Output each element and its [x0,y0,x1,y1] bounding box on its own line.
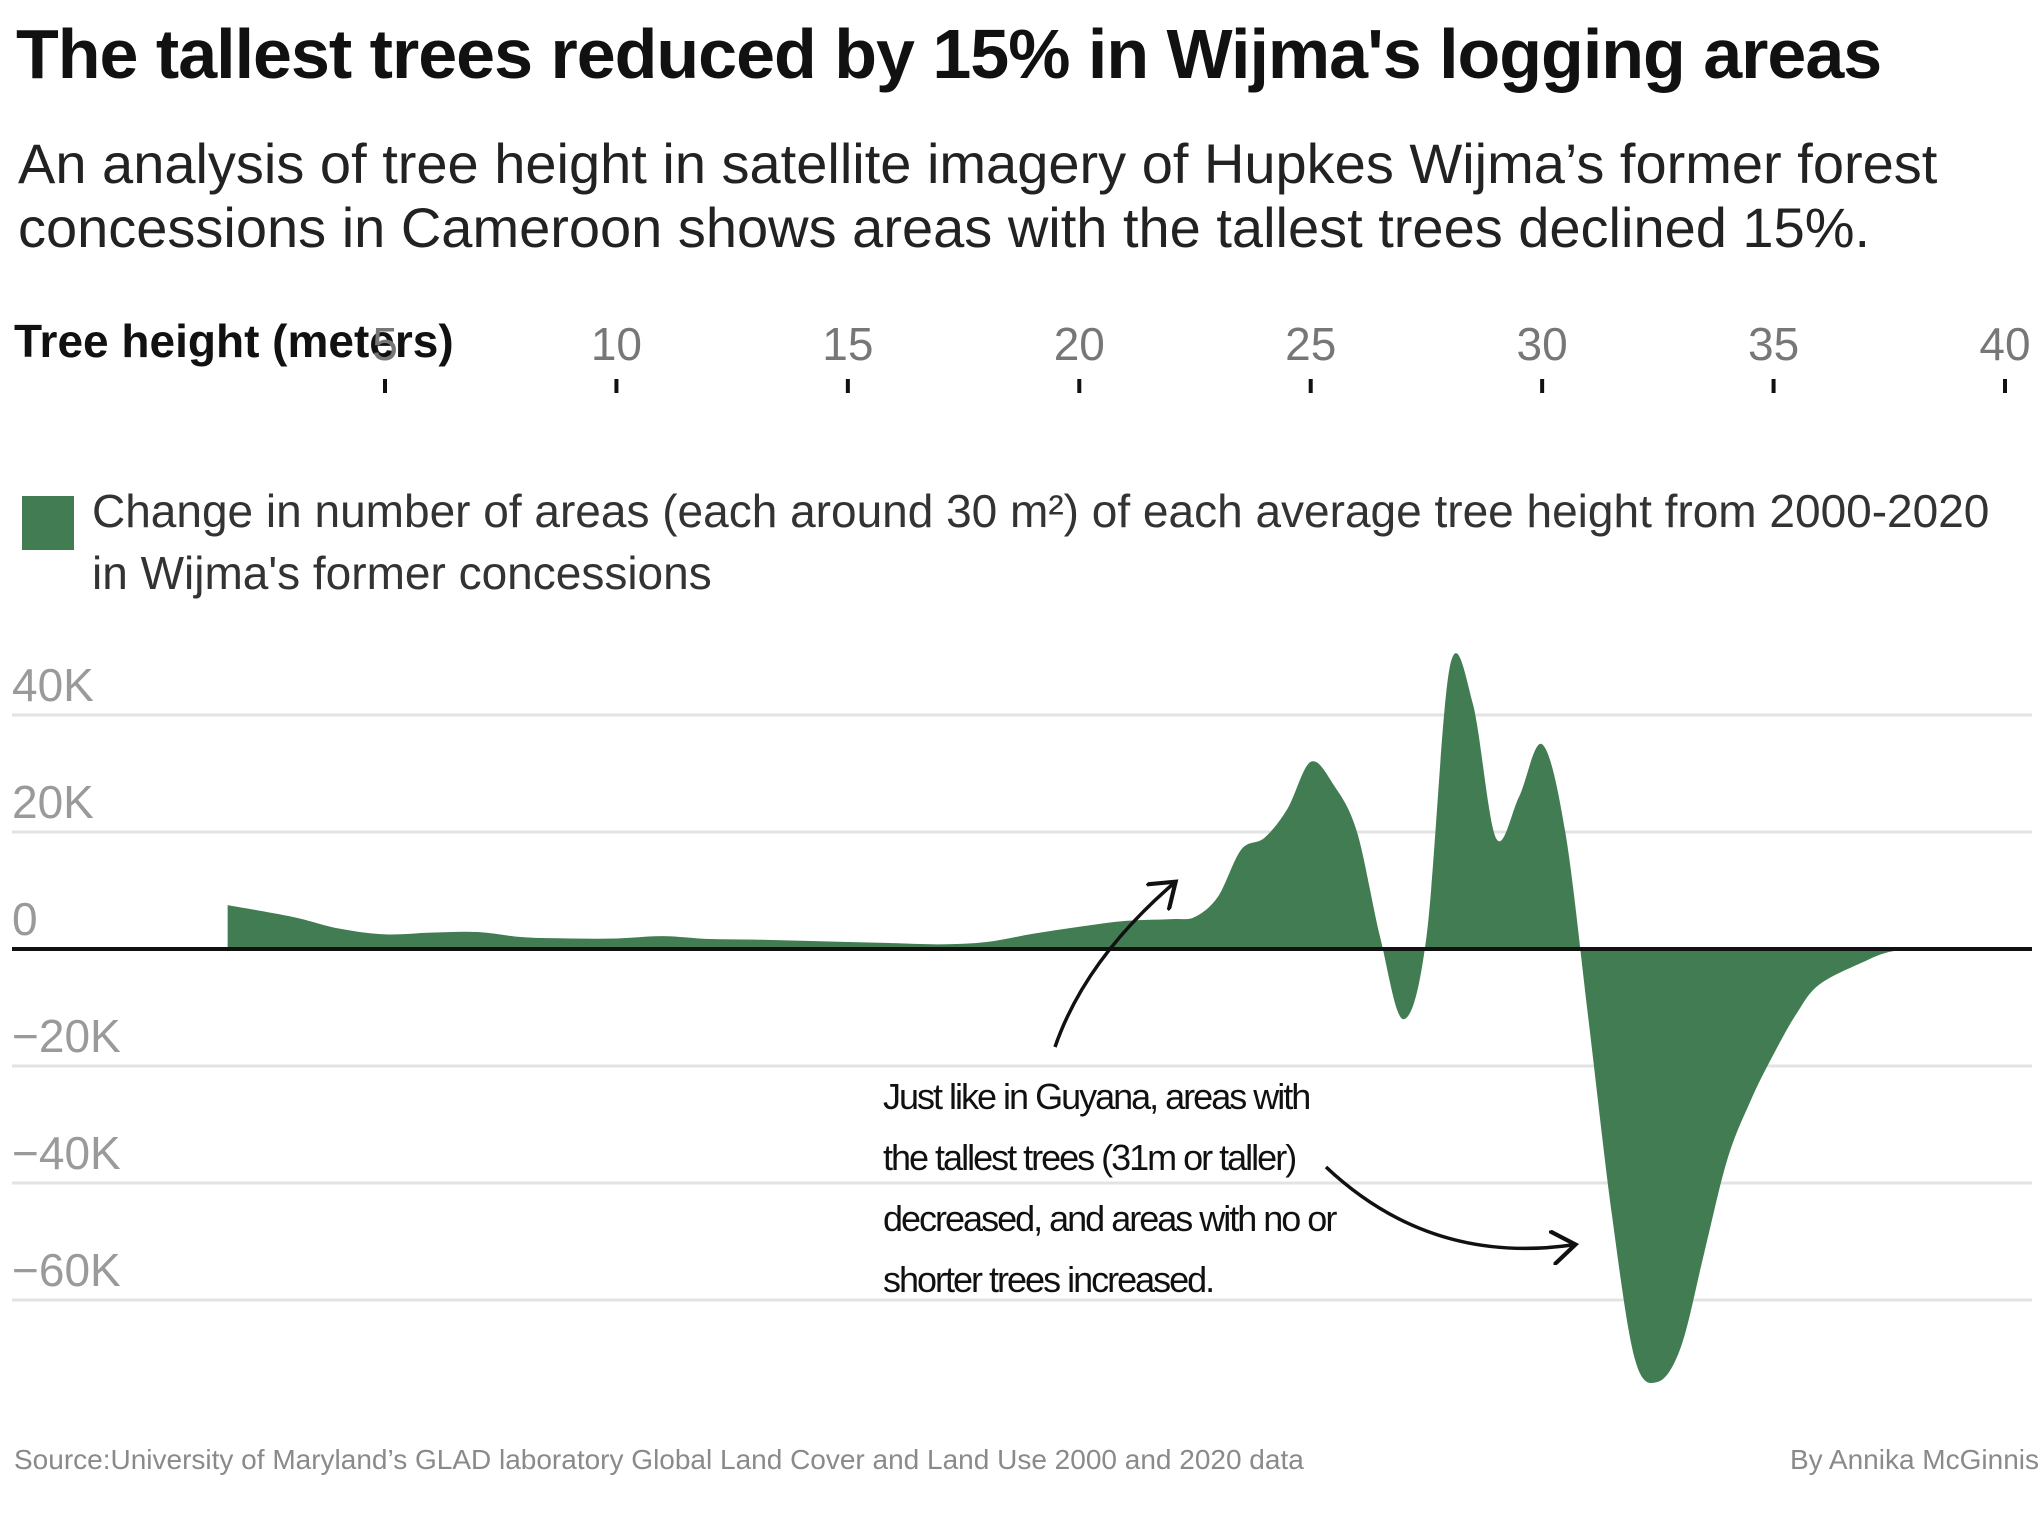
y-tick-label: −20K [12,1010,121,1062]
x-tick-label: 10 [591,318,642,370]
series-area [227,653,2006,1384]
x-axis-ticks: 5 10 15 20 25 30 35 40 [372,318,2031,393]
source-note: Source:University of Maryland’s GLAD lab… [14,1444,1304,1475]
x-tick-label: 25 [1285,318,1336,370]
x-axis-label: Tree height (meters) [14,315,454,367]
y-tick-label: 0 [12,893,38,945]
y-axis-ticks: 40K 20K 0 −20K −40K −60K [12,659,121,1296]
legend-swatch [22,496,74,550]
byline: By Annika McGinnis [1790,1444,2039,1475]
chart-title: The tallest trees reduced by 15% in Wijm… [16,15,1882,93]
x-tick-label: 35 [1748,318,1799,370]
legend-label: Change in number of areas (each around 3… [92,485,1990,599]
x-tick-label: 5 [372,318,398,370]
x-tick-label: 20 [1054,318,1105,370]
chart-subtitle: An analysis of tree height in satellite … [18,132,1938,259]
x-tick-label: 30 [1517,318,1568,370]
x-tick-label: 15 [822,318,873,370]
y-tick-label: 20K [12,776,94,828]
annotation-arrow-up [1053,884,1173,1048]
annotation-arrow-down [1324,1165,1572,1248]
y-tick-label: 40K [12,659,94,711]
y-tick-label: −40K [12,1127,121,1179]
y-tick-label: −60K [12,1244,121,1296]
x-tick-label: 40 [1979,318,2030,370]
annotation-text: Just like in Guyana, areas with the tall… [883,1076,1337,1300]
data-area [227,653,2006,1384]
annotation-arrows [1053,884,1572,1248]
